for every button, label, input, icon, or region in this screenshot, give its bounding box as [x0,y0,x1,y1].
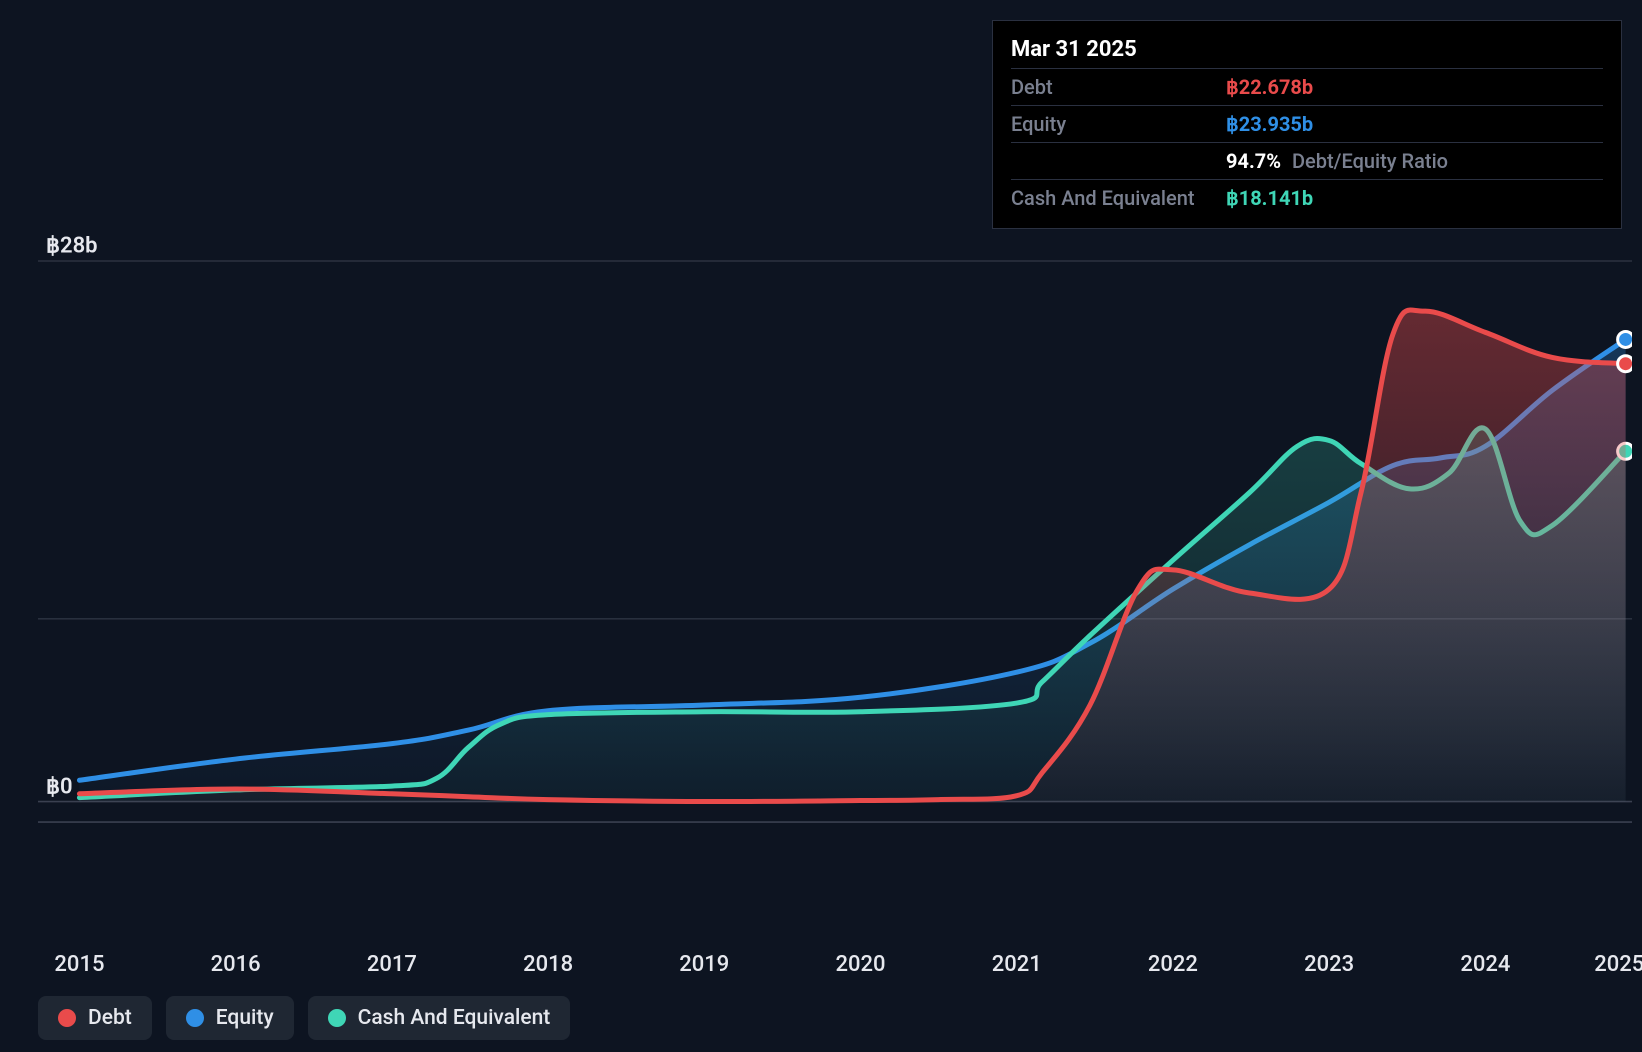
tooltip-rows: Debt฿22.678bEquity฿23.935b94.7% Debt/Equ… [1011,68,1603,216]
tooltip-row: Equity฿23.935b [1011,105,1603,142]
tooltip-extra: Debt/Equity Ratio [1287,149,1448,173]
tooltip-currency: ฿ [1226,75,1239,99]
tooltip-value: 22.678b [1239,75,1313,99]
tooltip-currency: ฿ [1226,112,1239,136]
tooltip-value: 23.935b [1239,112,1313,136]
x-axis-tick-label: 2023 [1304,952,1354,977]
legend-label: Cash And Equivalent [358,1006,551,1030]
x-axis-tick-label: 2025 [1594,952,1642,977]
x-axis-labels: 2015 2016 2017 2018 2019 2020 2021 2022 2023 2024… [38,952,1632,982]
tooltip-value: 18.141b [1239,186,1313,210]
legend-swatch [186,1009,204,1027]
tooltip-value: 94.7% [1226,149,1281,173]
x-axis-tick-label: 2017 [367,952,417,977]
tooltip-value-wrap: 94.7% Debt/Equity Ratio [1226,149,1448,173]
legend-label: Equity [216,1006,274,1030]
tooltip-value-wrap: ฿23.935b [1226,112,1313,136]
x-axis-tick-label: 2015 [54,952,104,977]
x-axis-tick-label: 2018 [523,952,573,977]
x-axis-tick-label: 2024 [1460,952,1510,977]
tooltip-date: Mar 31 2025 [1011,31,1603,68]
chart-tooltip: Mar 31 2025 Debt฿22.678bEquity฿23.935b94… [992,20,1622,229]
x-axis-tick-label: 2022 [1148,952,1198,977]
legend-item[interactable]: Cash And Equivalent [308,996,571,1040]
legend-item[interactable]: Equity [166,996,294,1040]
tooltip-label: Equity [1011,112,1226,136]
tooltip-row: Debt฿22.678b [1011,68,1603,105]
legend-item[interactable]: Debt [38,996,152,1040]
y-axis-tick-label: ฿0 [46,774,73,799]
tooltip-currency: ฿ [1226,186,1239,210]
tooltip-value-wrap: ฿22.678b [1226,75,1313,99]
legend-swatch [58,1009,76,1027]
financial-chart: ฿28b฿0 Mar 31 2025 Debt฿22.678bEquity฿23… [0,0,1642,1052]
x-axis-tick-label: 2021 [992,952,1042,977]
x-axis-tick-label: 2019 [679,952,729,977]
x-axis-tick-label: 2020 [835,952,885,977]
legend-label: Debt [88,1006,132,1030]
legend-swatch [328,1009,346,1027]
tooltip-row: 94.7% Debt/Equity Ratio [1011,142,1603,179]
chart-legend: Debt Equity Cash And Equivalent [38,996,570,1040]
tooltip-label: Cash And Equivalent [1011,186,1226,210]
x-axis-tick-label: 2016 [211,952,261,977]
tooltip-row: Cash And Equivalent฿18.141b [1011,179,1603,216]
y-axis-tick-label: ฿28b [46,233,98,258]
tooltip-label: Debt [1011,75,1226,99]
tooltip-value-wrap: ฿18.141b [1226,186,1313,210]
